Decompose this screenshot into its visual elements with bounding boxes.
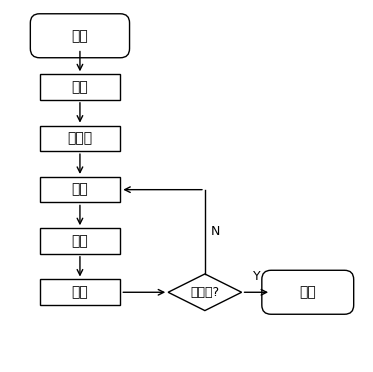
Bar bbox=[40, 279, 120, 305]
Text: 准备: 准备 bbox=[72, 80, 88, 94]
Polygon shape bbox=[168, 274, 242, 311]
Bar bbox=[40, 74, 120, 100]
Text: 选择: 选择 bbox=[72, 183, 88, 197]
Bar bbox=[40, 177, 120, 202]
Text: 初始化: 初始化 bbox=[68, 131, 93, 145]
Text: 结束: 结束 bbox=[300, 285, 316, 299]
Text: N: N bbox=[210, 225, 220, 238]
FancyBboxPatch shape bbox=[30, 14, 129, 58]
Text: 变异: 变异 bbox=[72, 285, 88, 299]
Bar bbox=[40, 125, 120, 151]
Text: 最优解?: 最优解? bbox=[190, 286, 219, 299]
Text: 交叉: 交叉 bbox=[72, 234, 88, 248]
Text: Y: Y bbox=[253, 270, 260, 283]
Text: 开始: 开始 bbox=[72, 29, 88, 43]
Bar bbox=[40, 228, 120, 254]
FancyBboxPatch shape bbox=[262, 270, 354, 314]
